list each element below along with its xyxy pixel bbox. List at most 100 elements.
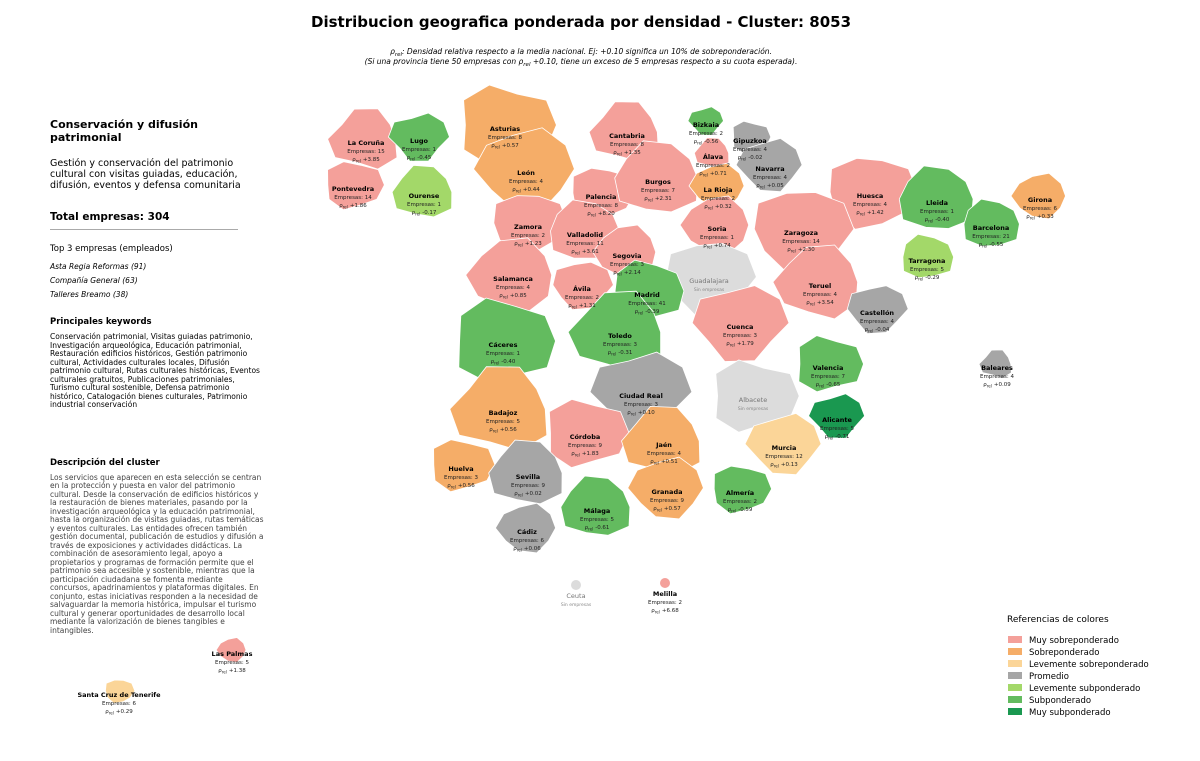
- rho-value: +2.31: [655, 196, 672, 202]
- province-count: Empresas: 3: [723, 333, 758, 339]
- rho-subscript: rel: [588, 527, 593, 532]
- province-name: Cuenca: [727, 323, 754, 331]
- rho-symbol: ρ: [825, 434, 829, 440]
- province-rho: ρrel +0.33: [1026, 214, 1054, 221]
- province-shape: [614, 140, 699, 213]
- rho-value: -0.55: [989, 242, 1004, 248]
- province-count: Empresas: 5: [820, 426, 855, 432]
- province-count: Empresas: 9: [568, 443, 603, 449]
- rho-subscript: rel: [819, 384, 824, 389]
- province-name: Albacete: [739, 396, 767, 404]
- province-shape: [808, 393, 866, 439]
- province-shape: [691, 285, 790, 362]
- province-shape: [772, 244, 859, 320]
- rho-symbol: ρ: [613, 150, 617, 156]
- description: Los servicios que aparecen en esta selec…: [50, 472, 264, 635]
- province-rho: ρrel +0.29: [105, 709, 133, 716]
- province-shape: [215, 637, 247, 663]
- province-rho: ρrel +0.13: [770, 462, 798, 469]
- legend-swatch: [1008, 708, 1022, 715]
- province-count: Empresas: 3: [610, 262, 645, 268]
- top-item: Asta Regia Reformas (91): [50, 262, 147, 271]
- rho-subscript: rel: [518, 493, 523, 498]
- province-count: Empresas: 1: [402, 147, 436, 153]
- province-count: Empresas: 5: [486, 419, 521, 425]
- rho-subscript: rel: [860, 212, 865, 217]
- province-shape: [846, 285, 909, 335]
- province-name: Teruel: [809, 282, 831, 290]
- province-name: Barcelona: [973, 224, 1010, 232]
- rho-symbol: ρ: [865, 327, 869, 333]
- rho-value: +0.05: [767, 183, 784, 189]
- note-line: (Si una provincia tiene 50 empresas con …: [365, 57, 798, 68]
- province-rho: ρrel +0.44: [512, 187, 540, 194]
- rho-value: +0.71: [710, 171, 727, 177]
- province-name: Cáceres: [489, 341, 518, 349]
- province-count: Empresas: 4: [853, 202, 888, 208]
- province-name: Sevilla: [516, 473, 540, 481]
- province-name: Santa Cruz de Tenerife: [77, 691, 161, 699]
- rho-value: +1.35: [624, 150, 641, 156]
- rho-subscript: rel: [451, 485, 456, 490]
- rho-value: +0.56: [500, 427, 517, 433]
- note-text: : Densidad relativa respecto a la media …: [402, 47, 772, 56]
- rho-symbol: ρ: [1026, 214, 1030, 220]
- province-count: Empresas: 8: [610, 142, 645, 148]
- rho-value: +0.74: [714, 243, 731, 249]
- province-shape: [104, 679, 136, 704]
- legend-label: Promedio: [1029, 672, 1069, 682]
- province-name: Baleares: [981, 364, 1013, 372]
- legend-label: Subponderado: [1029, 696, 1091, 706]
- province-count: Empresas: 15: [347, 149, 385, 155]
- rho-value: +0.32: [715, 204, 732, 210]
- rho-symbol: ρ: [105, 709, 109, 715]
- rho-subscript: rel: [774, 464, 779, 469]
- rho-symbol: ρ: [447, 483, 451, 489]
- province-count: Empresas: 4: [496, 285, 531, 291]
- province-count: Empresas: 1: [486, 351, 520, 357]
- rho-symbol: ρ: [352, 157, 356, 163]
- province-name: Navarra: [755, 165, 784, 173]
- province-rho: ρrel -0.40: [491, 359, 516, 366]
- province-count: Sin empresas: [694, 287, 725, 293]
- province-count: Empresas: 5: [910, 267, 945, 273]
- province-shape: [963, 198, 1020, 247]
- province-count: Empresas: 3: [624, 402, 659, 408]
- rho-subscript: rel: [918, 277, 923, 282]
- rho-subscript: rel: [760, 185, 765, 190]
- rho-value: +3.54: [817, 300, 834, 306]
- province-rho: ρrel +0.74: [703, 243, 731, 250]
- province-name: Valladolid: [567, 231, 603, 239]
- province-count: Sin empresas: [561, 602, 592, 608]
- province-rho: ρrel -0.39: [635, 309, 660, 316]
- rho-value: -0.40: [501, 359, 516, 365]
- province-name: Almería: [726, 489, 754, 497]
- province-shape: [829, 157, 919, 230]
- province-rho: ρrel +0.32: [704, 204, 732, 211]
- rho-subscript: rel: [1030, 216, 1035, 221]
- rho-symbol: ρ: [728, 507, 732, 513]
- province-rho: ρrel +0.56: [489, 427, 517, 434]
- province-name: Granada: [652, 488, 683, 496]
- rho-value: -0.31: [618, 350, 632, 356]
- rho-symbol: ρ: [699, 171, 703, 177]
- rho-value: +1.42: [867, 210, 884, 216]
- province-rho: ρrel +1.35: [613, 150, 641, 157]
- province-shape: [1010, 172, 1066, 220]
- rho-value: +0.57: [664, 506, 681, 512]
- province-rho: ρrel +3.54: [806, 300, 834, 307]
- rho-subscript: rel: [516, 189, 521, 194]
- rho-symbol: ρ: [587, 211, 591, 217]
- province-rho: ρrel +2.14: [613, 270, 641, 277]
- rho-value: -0.04: [875, 327, 890, 333]
- rho-subscript: rel: [517, 548, 522, 553]
- province-count: Empresas: 6: [1023, 206, 1058, 212]
- rho-symbol: ρ: [703, 243, 707, 249]
- rho-symbol: ρ: [627, 410, 631, 416]
- rho-value: +0.33: [1037, 214, 1054, 220]
- rho-subscript: rel: [638, 311, 643, 316]
- province-name: Ceuta: [566, 592, 585, 600]
- rho-value: +1.31: [579, 303, 596, 309]
- province-count: Empresas: 4: [860, 319, 895, 325]
- legend-swatch: [1008, 660, 1022, 667]
